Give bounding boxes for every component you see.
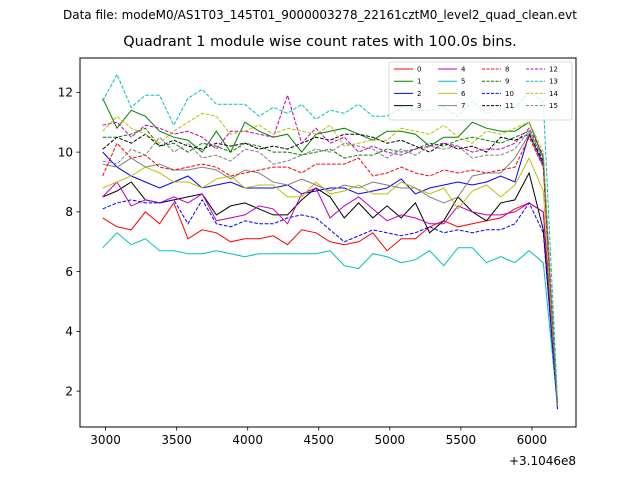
- legend-label-5: 5: [461, 78, 465, 86]
- x-offset-label: +3.1046e8: [509, 454, 576, 468]
- x-tick-label: 4500: [303, 433, 334, 447]
- plot-frame: [79, 57, 577, 428]
- legend-label-15: 15: [549, 102, 558, 110]
- series-line-1: [102, 98, 558, 407]
- series-line-11: [102, 133, 558, 407]
- series-line-15: [102, 130, 558, 407]
- legend-label-9: 9: [505, 78, 509, 86]
- legend-label-10: 10: [505, 90, 514, 98]
- suptitle: Data file: modeM0/AS1T03_145T01_90000032…: [63, 8, 577, 22]
- series-line-9: [102, 127, 558, 407]
- series-line-4: [102, 181, 558, 407]
- x-tick-label: 6000: [517, 433, 548, 447]
- series-line-7: [102, 133, 558, 407]
- legend-label-12: 12: [549, 66, 558, 74]
- series-line-6: [102, 156, 558, 407]
- legend-label-11: 11: [505, 102, 514, 110]
- chart-title: Quadrant 1 module wise count rates with …: [123, 34, 517, 50]
- x-tick-label: 3000: [90, 433, 121, 447]
- series-line-10: [102, 198, 558, 410]
- legend-label-7: 7: [461, 102, 465, 110]
- legend-label-0: 0: [417, 66, 421, 74]
- y-tick-label: 8: [65, 205, 73, 219]
- legend-label-3: 3: [417, 102, 421, 110]
- y-tick-label: 4: [65, 325, 73, 339]
- x-tick-label: 3500: [161, 433, 192, 447]
- series-line-14: [102, 112, 558, 407]
- y-tick-label: 2: [65, 384, 73, 398]
- legend-label-13: 13: [549, 78, 558, 86]
- y-tick-label: 6: [65, 265, 73, 279]
- series-line-0: [102, 201, 558, 404]
- legend-label-2: 2: [417, 90, 421, 98]
- x-tick-label: 5500: [446, 433, 477, 447]
- axes-layer: 3000 3500 4000 4500 5000 5500 6000 2 4 6 8 10 12 +3.1…: [58, 86, 576, 468]
- legend-label-6: 6: [461, 90, 466, 98]
- series-layer: [102, 73, 558, 410]
- x-tick-label: 5000: [375, 433, 406, 447]
- series-line-12: [102, 93, 558, 407]
- series-line-8: [102, 136, 558, 407]
- legend-label-14: 14: [549, 90, 558, 98]
- series-line-13: [102, 73, 558, 401]
- legend-label-4: 4: [461, 66, 466, 74]
- legend-label-8: 8: [505, 66, 509, 74]
- series-line-2: [102, 132, 558, 410]
- y-tick-label: 12: [58, 86, 73, 100]
- y-tick-label: 10: [58, 145, 73, 159]
- x-tick-label: 4000: [232, 433, 263, 447]
- legend-label-1: 1: [417, 78, 421, 86]
- series-line-5: [102, 232, 558, 407]
